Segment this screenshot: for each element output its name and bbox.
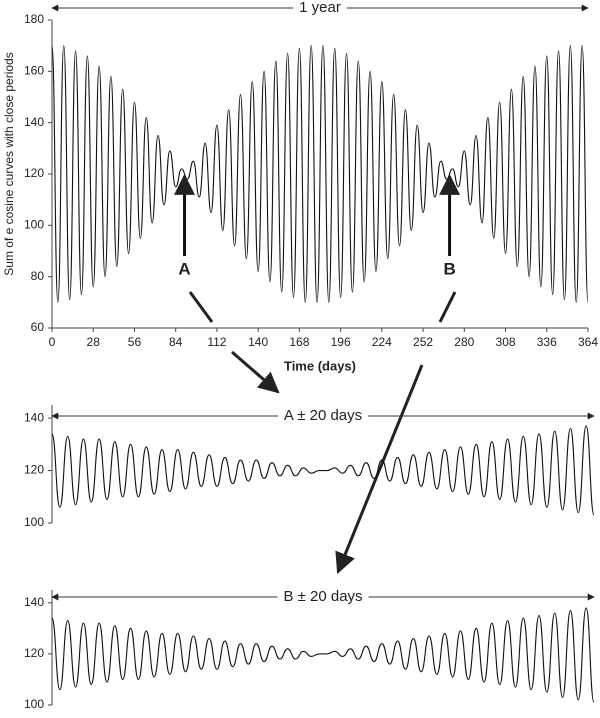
y-axis-label: Sum of e cosine curves with close period…	[2, 52, 16, 275]
data-line	[51, 45, 589, 303]
x-tick-label: 196	[331, 335, 351, 349]
data-line	[51, 607, 595, 703]
x-tick-label: 84	[169, 335, 183, 349]
connector-arrows	[188, 291, 457, 574]
y-tick-label: 180	[24, 12, 44, 26]
connector	[231, 350, 280, 394]
y-tick-label: 120	[24, 646, 44, 660]
x-tick-label: 28	[87, 335, 101, 349]
chart-title: 1 year	[299, 0, 341, 16]
x-tick-label: 336	[537, 335, 557, 349]
y-tick-label: 140	[24, 595, 44, 609]
y-tick-label: 140	[24, 115, 44, 129]
chart-title: B ± 20 days	[283, 588, 362, 605]
x-tick-label: 224	[372, 335, 392, 349]
annotation-label: A	[178, 259, 190, 278]
x-axis-label: Time (days)	[284, 358, 356, 373]
connector	[335, 364, 424, 574]
x-tick-label: 56	[128, 335, 142, 349]
y-tick-label: 100	[24, 218, 44, 232]
y-tick-label: 100	[24, 697, 44, 711]
y-tick-label: 60	[31, 320, 45, 334]
title-background	[277, 406, 369, 424]
title-background	[293, 0, 347, 16]
annotation-label: B	[443, 259, 455, 278]
title-background	[277, 587, 369, 605]
x-tick-label: 364	[578, 335, 598, 349]
x-tick-label: 0	[49, 335, 56, 349]
chart-title: A ± 20 days	[284, 407, 362, 424]
y-tick-label: 100	[24, 515, 44, 529]
x-tick-label: 252	[413, 335, 433, 349]
y-tick-label: 140	[24, 410, 44, 424]
x-tick-label: 140	[248, 335, 268, 349]
x-tick-label: 168	[289, 335, 309, 349]
y-tick-label: 80	[31, 269, 45, 283]
connector	[188, 291, 214, 323]
y-tick-label: 120	[24, 166, 44, 180]
y-tick-label: 160	[24, 64, 44, 78]
data-line	[51, 425, 595, 516]
y-tick-label: 120	[24, 463, 44, 477]
x-tick-label: 280	[454, 335, 474, 349]
connector	[438, 291, 457, 323]
x-tick-label: 112	[207, 335, 226, 349]
x-tick-label: 308	[496, 335, 516, 349]
